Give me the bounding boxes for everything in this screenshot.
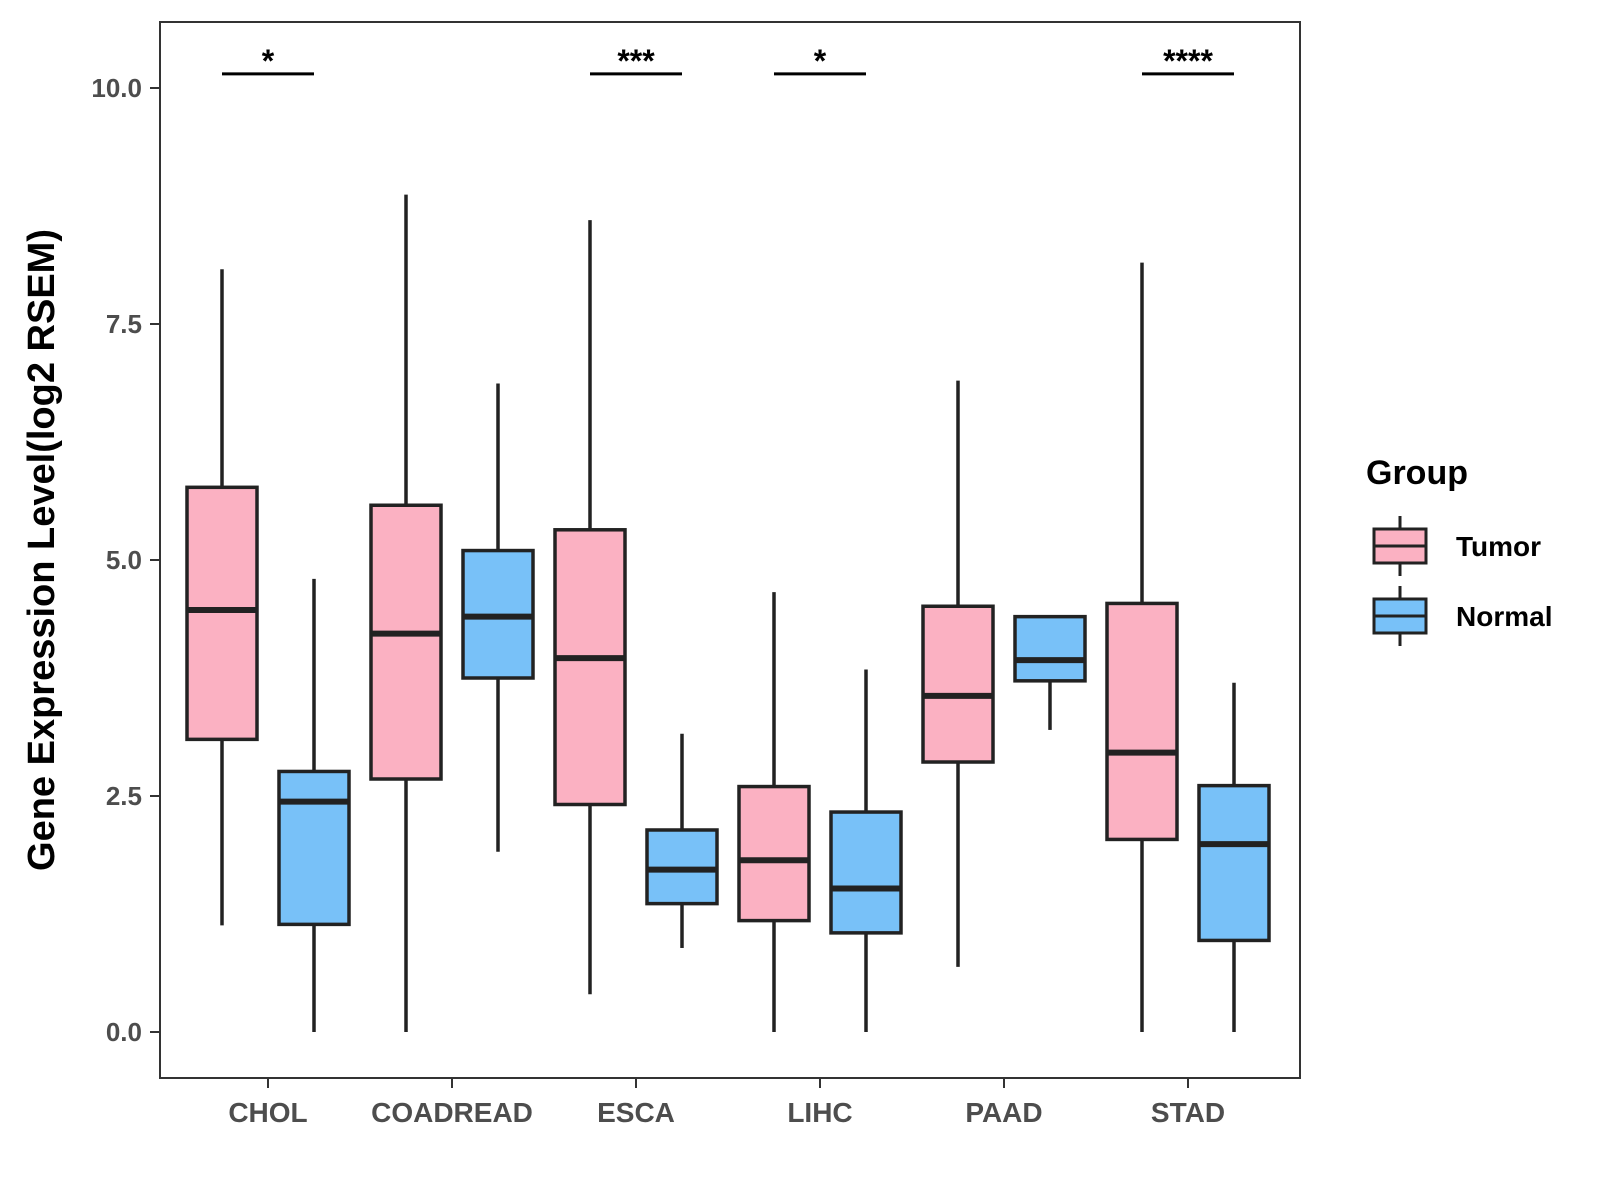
box-body (829, 810, 903, 935)
legend-key-normal (1372, 586, 1428, 646)
significance-label: * (262, 43, 275, 79)
box-tumor-lihc (737, 592, 811, 1032)
box-normal-paad (1013, 614, 1087, 730)
legend-key-tumor (1372, 516, 1428, 576)
y-tick-label: 0.0 (106, 1017, 142, 1047)
box-normal-esca (645, 733, 719, 948)
significance-label: * (814, 43, 827, 79)
box-body (737, 784, 811, 923)
x-tick-label: COADREAD (371, 1097, 533, 1128)
x-tick-label: PAAD (965, 1097, 1042, 1128)
y-axis-title: Gene Expression Level(log2 RSEM) (21, 229, 63, 871)
x-tick-label: STAD (1151, 1097, 1225, 1128)
box-normal-coadread (461, 383, 535, 852)
box-body (1197, 783, 1271, 943)
legend-title: Group (1366, 454, 1468, 492)
box-body (1013, 614, 1087, 683)
x-axis: CHOL COADREAD ESCA LIHC PAAD STAD (228, 1078, 1225, 1128)
box-body (185, 485, 259, 742)
box-tumor-esca (553, 220, 627, 995)
significance-label: **** (1163, 43, 1213, 79)
box-body (1105, 601, 1179, 842)
box-body (553, 528, 627, 807)
y-tick-label: 7.5 (106, 309, 142, 339)
x-tick-label: LIHC (787, 1097, 852, 1128)
y-tick-label: 5.0 (106, 545, 142, 575)
box-body (921, 604, 995, 764)
box-series (185, 194, 1271, 1032)
legend-label-tumor: Tumor (1456, 531, 1541, 562)
y-tick-label: 2.5 (106, 781, 142, 811)
y-axis: 0.0 2.5 5.0 7.5 10.0 (91, 73, 160, 1047)
box-normal-chol (277, 578, 351, 1032)
y-tick-label: 10.0 (91, 73, 142, 103)
box-normal-stad (1197, 682, 1271, 1032)
significance-label: *** (617, 43, 655, 79)
box-normal-lihc (829, 669, 903, 1032)
box-body (277, 769, 351, 927)
box-tumor-stad (1105, 262, 1179, 1032)
box-tumor-chol (185, 269, 259, 926)
legend: Group Tumor Normal (1366, 454, 1552, 646)
x-tick-label: CHOL (228, 1097, 307, 1128)
box-tumor-coadread (369, 194, 443, 1032)
box-body (369, 503, 443, 781)
significance-annotations: * *** * **** (222, 43, 1234, 79)
legend-label-normal: Normal (1456, 601, 1552, 632)
box-tumor-paad (921, 380, 995, 967)
x-tick-label: ESCA (597, 1097, 675, 1128)
